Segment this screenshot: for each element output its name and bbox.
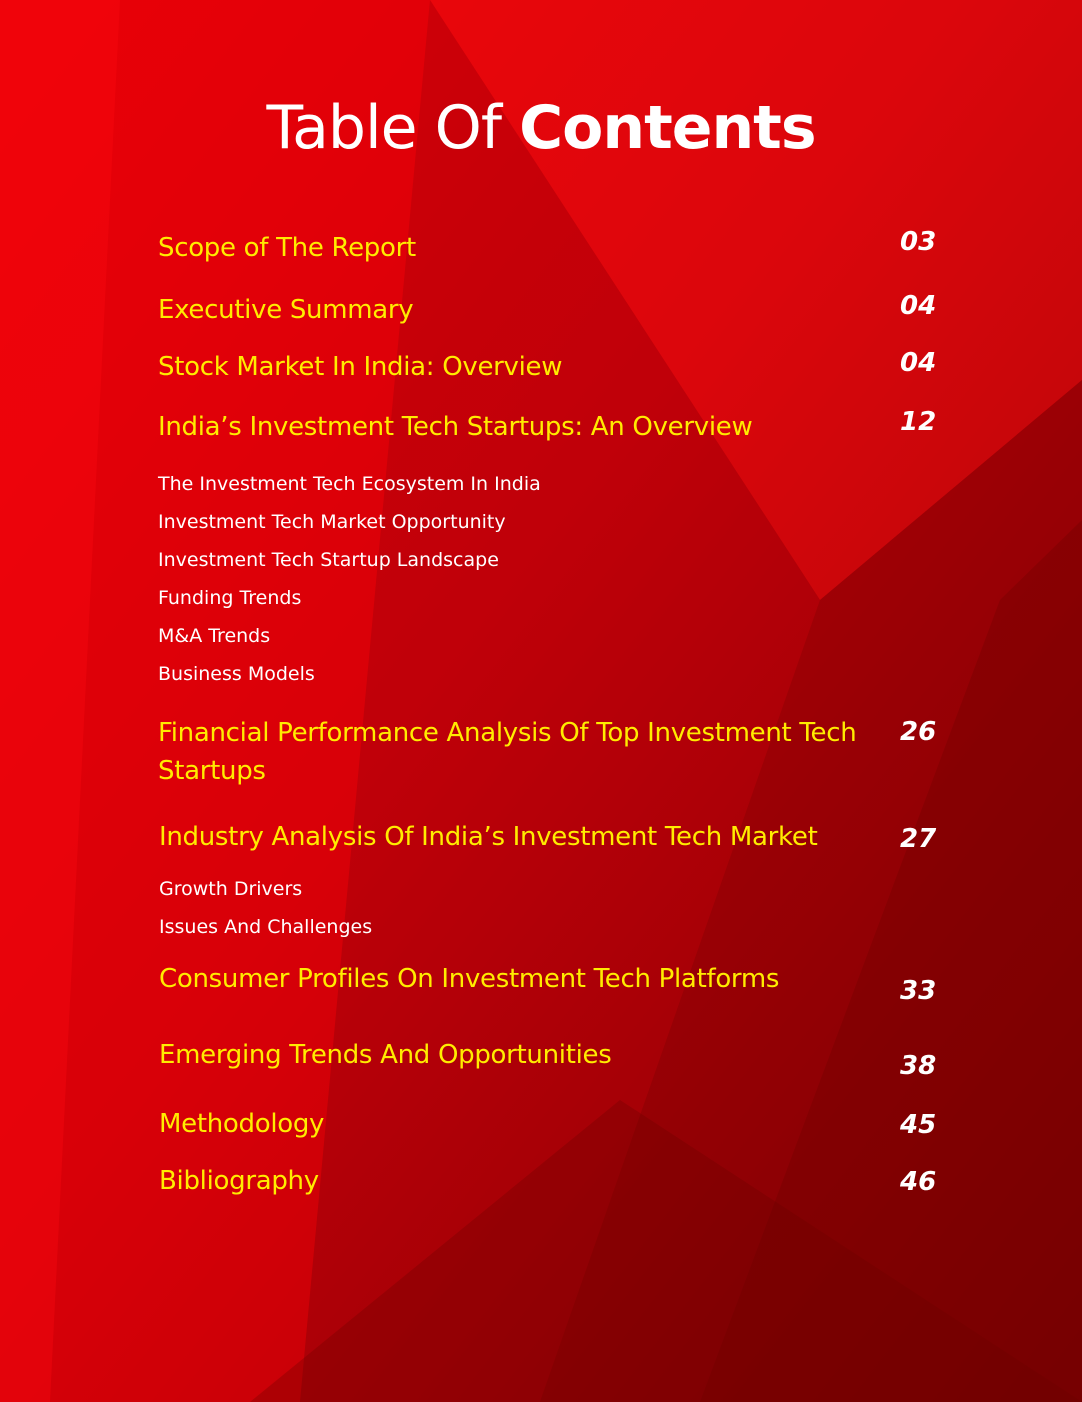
title-bold: Contents [519, 93, 816, 163]
toc-subitem[interactable]: The Investment Tech Ecosystem In India [158, 473, 541, 495]
toc-item-industry-analysis[interactable]: Industry Analysis Of India’s Investment … [159, 822, 818, 852]
toc-page-startups-overview: 12 [900, 407, 937, 437]
toc-page-stock-market: 04 [900, 348, 937, 378]
toc-page-scope: 03 [900, 227, 937, 257]
toc-subitem[interactable]: Business Models [158, 663, 315, 685]
toc-page-industry-analysis: 27 [900, 824, 937, 854]
toc-item-scope[interactable]: Scope of The Report [158, 233, 416, 263]
toc-item-stock-market[interactable]: Stock Market In India: Overview [158, 352, 563, 382]
toc-subitem[interactable]: Investment Tech Market Opportunity [158, 511, 506, 533]
toc-subitem[interactable]: Growth Drivers [159, 878, 303, 900]
toc-item-emerging-trends[interactable]: Emerging Trends And Opportunities [159, 1040, 612, 1070]
toc-subitem[interactable]: Investment Tech Startup Landscape [158, 549, 499, 571]
toc-subitem[interactable]: Funding Trends [158, 587, 302, 609]
toc-page-consumer-profiles: 33 [900, 976, 937, 1006]
page-title: Table Of Contents [0, 88, 1082, 168]
title-light: Table Of [266, 93, 520, 163]
toc-page-executive-summary: 04 [900, 291, 937, 321]
toc-item-methodology[interactable]: Methodology [159, 1109, 325, 1139]
toc-page-emerging-trends: 38 [900, 1051, 937, 1081]
toc-subitem[interactable]: M&A Trends [158, 625, 271, 647]
toc-item-consumer-profiles[interactable]: Consumer Profiles On Investment Tech Pla… [159, 964, 780, 994]
toc-page-bibliography: 46 [900, 1167, 937, 1197]
toc-item-startups-overview[interactable]: India’s Investment Tech Startups: An Ove… [158, 412, 753, 442]
toc-item-financial-performance[interactable]: Financial Performance Analysis Of Top In… [158, 718, 857, 786]
toc-page-methodology: 45 [900, 1110, 937, 1140]
toc-item-bibliography[interactable]: Bibliography [159, 1166, 319, 1196]
toc-page-financial-performance: 26 [900, 717, 937, 747]
toc-item-executive-summary[interactable]: Executive Summary [158, 295, 414, 325]
toc-subitem[interactable]: Issues And Challenges [159, 916, 373, 938]
